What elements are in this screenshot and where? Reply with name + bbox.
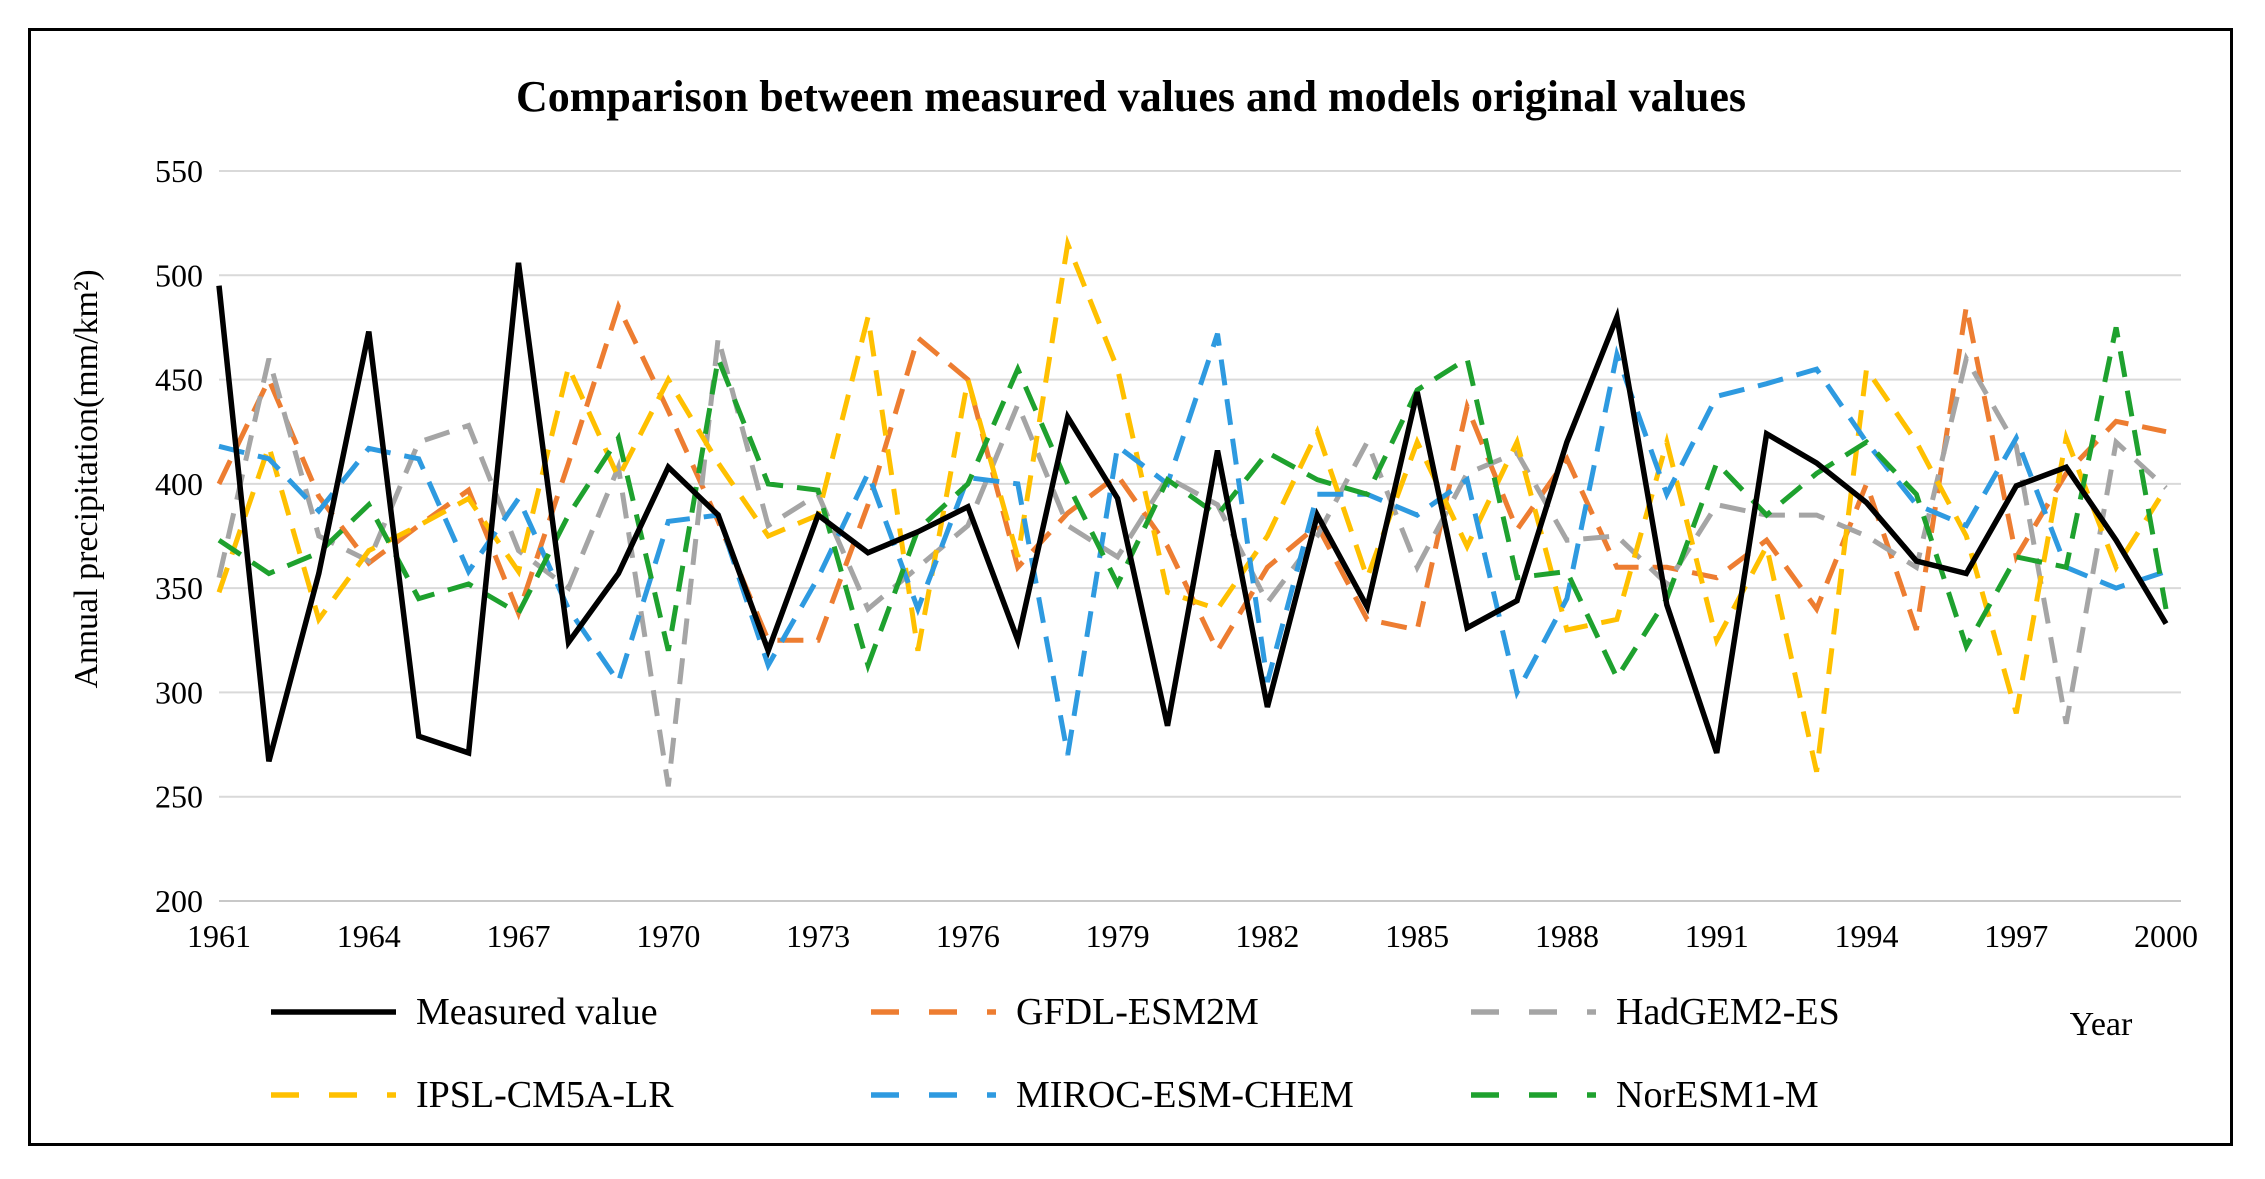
x-tick-label: 1961 xyxy=(187,918,251,954)
x-axis-label: Year xyxy=(2070,1006,2133,1043)
y-tick-label: 250 xyxy=(155,779,203,815)
chart-title: Comparison between measured values and m… xyxy=(516,72,1746,121)
x-tick-label: 1988 xyxy=(1535,918,1599,954)
x-tick-label: 1976 xyxy=(936,918,1000,954)
x-tick-label: 1970 xyxy=(636,918,700,954)
x-tick-label: 2000 xyxy=(2134,918,2198,954)
legend-label: HadGEM2-ES xyxy=(1616,991,1840,1033)
chart-frame: Comparison between measured values and m… xyxy=(28,28,2233,1146)
data-series xyxy=(216,234,2169,787)
y-tick-label: 300 xyxy=(155,674,203,710)
x-tick-label: 1973 xyxy=(786,918,850,954)
y-tick-label: 500 xyxy=(155,257,203,293)
legend: Measured value GFDL-ESM2M HadGEM2-ES IPSL-C… xyxy=(271,991,1840,1116)
y-tick-labels: 200 250 300 350 400 450 500 550 xyxy=(155,153,203,919)
y-tick-label: 450 xyxy=(155,362,203,398)
y-tick-label: 200 xyxy=(155,883,203,919)
y-tick-label: 550 xyxy=(155,153,203,189)
x-tick-label: 1991 xyxy=(1685,918,1749,954)
x-tick-label: 1982 xyxy=(1235,918,1299,954)
y-tick-label: 350 xyxy=(155,570,203,606)
x-tick-labels: 1961 1964 1967 1970 1973 1976 1979 1982 1985 1988… xyxy=(187,918,2198,954)
legend-label: Measured value xyxy=(416,991,658,1033)
series-line-measured-value xyxy=(216,262,2169,763)
x-tick-label: 1994 xyxy=(1834,918,1898,954)
x-tick-label: 1967 xyxy=(487,918,551,954)
legend-label: GFDL-ESM2M xyxy=(1016,991,1259,1033)
x-tick-label: 1985 xyxy=(1385,918,1449,954)
legend-label: IPSL-CM5A-LR xyxy=(416,1074,674,1116)
y-axis-label: Annual precipitation(mm/km²) xyxy=(68,269,105,688)
series-line-noresm1-m xyxy=(217,326,2169,683)
legend-label: NorESM1-M xyxy=(1616,1074,1819,1116)
series-line-miroc-esm-chem xyxy=(218,332,2167,756)
line-chart: Comparison between measured values and m… xyxy=(68,72,2198,1116)
gridlines xyxy=(219,170,2181,798)
x-tick-label: 1964 xyxy=(337,918,401,954)
legend-label: MIROC-ESM-CHEM xyxy=(1016,1074,1354,1116)
y-tick-label: 400 xyxy=(155,466,203,502)
x-tick-label: 1979 xyxy=(1086,918,1150,954)
x-tick-label: 1997 xyxy=(1984,918,2048,954)
